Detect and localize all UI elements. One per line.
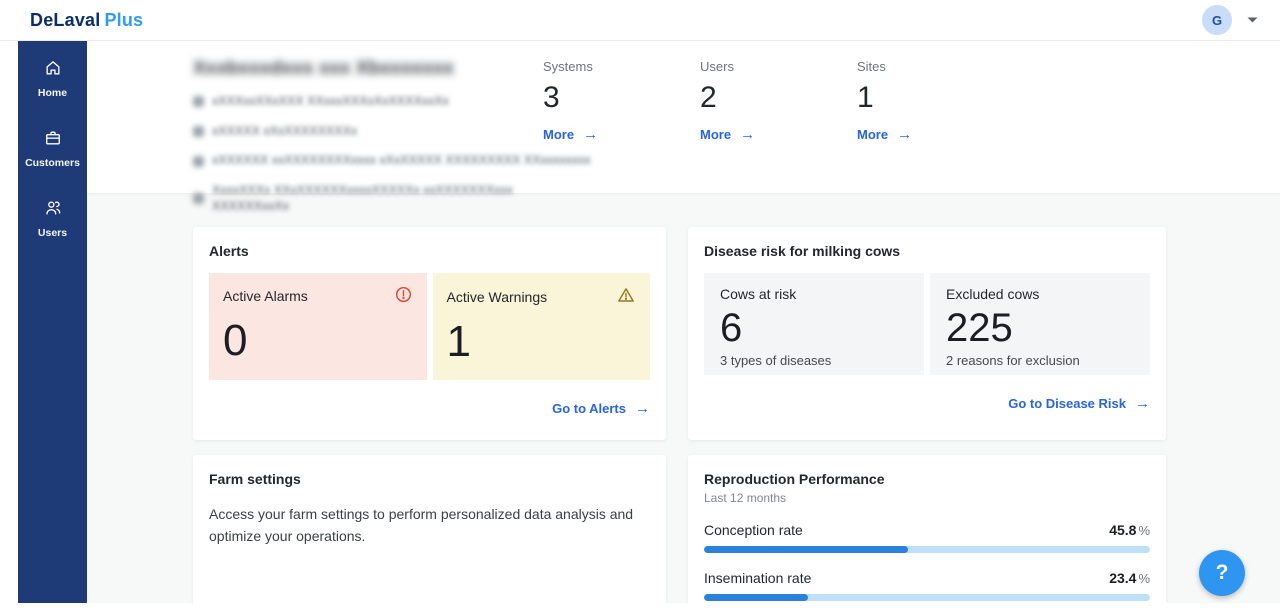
stat-sites: Sites 1 More →: [857, 59, 1014, 193]
cows-at-risk-count: 6: [720, 306, 743, 350]
arrow-right-icon: →: [740, 126, 756, 143]
reproduction-subtitle: Last 12 months: [704, 491, 787, 505]
sidebar-item-label: Users: [37, 227, 68, 239]
active-warnings-count: 1: [446, 317, 471, 366]
chevron-down-icon[interactable]: [1247, 17, 1258, 23]
detail-icon-blurred: [193, 125, 204, 137]
dashboard-cards: Alerts Active Alarms: [193, 227, 1166, 603]
reproduction-performance-card: Reproduction Performance Last 12 months …: [688, 455, 1166, 603]
sidebar-item-home[interactable]: Home: [18, 54, 87, 103]
sidebar-item-label: Home: [37, 87, 68, 99]
warning-triangle-icon: [616, 285, 636, 308]
customer-stats: Systems 3 More → Users 2 More →: [543, 56, 1014, 193]
home-icon: [43, 58, 63, 83]
sidebar-item-users[interactable]: Users: [18, 194, 87, 243]
conception-rate-metric: Conception rate 45.8%: [704, 522, 1150, 553]
arrow-right-icon: →: [583, 126, 599, 143]
reproduction-title: Reproduction Performance: [704, 471, 885, 487]
cows-at-risk-sub: 3 types of diseases: [720, 353, 832, 368]
alerts-card: Alerts Active Alarms: [193, 227, 666, 440]
farm-settings-title: Farm settings: [209, 471, 301, 487]
sidebar-item-customers[interactable]: Customers: [18, 124, 87, 173]
users-count: 2: [700, 81, 717, 114]
systems-count: 3: [543, 81, 560, 114]
sites-count: 1: [857, 81, 874, 114]
main-content: Xxxbxxxdxxs xxx Xbxxxxxxx xXXXxxXXxXXX X…: [87, 41, 1280, 603]
help-button[interactable]: ?: [1199, 550, 1245, 596]
detail-icon-blurred: [193, 193, 204, 204]
sites-more-link[interactable]: More →: [857, 126, 913, 143]
alarm-circle-icon: [394, 285, 413, 307]
alerts-card-title: Alerts: [209, 243, 249, 259]
insemination-rate-bar-track: [704, 594, 1150, 601]
disease-risk-card: Disease risk for milking cows Cows at ri…: [688, 227, 1166, 440]
insemination-rate-bar-fill: [704, 594, 809, 601]
insemination-rate-metric: Insemination rate 23.4%: [704, 570, 1150, 601]
go-to-disease-risk-link[interactable]: Go to Disease Risk →: [1008, 395, 1150, 412]
conception-rate-value: 45.8%: [1109, 522, 1150, 538]
farm-settings-card[interactable]: Farm settings Access your farm settings …: [193, 455, 666, 603]
sidebar-item-label: Customers: [25, 157, 80, 169]
arrow-right-icon: →: [897, 126, 913, 143]
disease-risk-card-title: Disease risk for milking cows: [704, 243, 901, 259]
customer-detail-row: xXXXXXX xxXXXXXXXXxxxx xXxXXXXX XXXXXXXX…: [193, 153, 591, 169]
avatar[interactable]: G: [1202, 5, 1232, 35]
logo-primary-text: DeLaval: [30, 9, 101, 30]
logo-secondary-text: Plus: [104, 9, 144, 30]
stat-users: Users 2 More →: [700, 59, 857, 193]
customer-detail-row: XxxxXXXx XXxXXXXXXxxxxXXXXXx xxXXXXXXXxx…: [193, 183, 543, 214]
sidebar: Home Customers Users: [18, 41, 87, 603]
active-warnings-label: Active Warnings: [446, 288, 548, 305]
briefcase-icon: [43, 128, 63, 153]
customer-detail-row: xXXXXX xXxXXXXXXXXx: [193, 124, 543, 140]
active-alarms-tile[interactable]: Active Alarms 0: [209, 273, 427, 380]
excluded-cows-tile[interactable]: Excluded cows 225 2 reasons for exclusio…: [930, 273, 1150, 375]
customer-name-redacted: Xxxbxxxdxxs xxx Xbxxxxxxx: [193, 58, 454, 79]
account-menu[interactable]: G: [1202, 5, 1258, 35]
conception-rate-bar-fill: [704, 546, 909, 553]
customer-detail-row: xXXXxxXXxXXX XXxxxXXXxXxXXXXxxXx: [193, 94, 543, 110]
conception-rate-bar-track: [704, 546, 1150, 553]
app-frame: Home Customers Users: [18, 41, 1280, 603]
delaval-plus-logo[interactable]: DeLaval Plus: [30, 10, 143, 31]
users-icon: [43, 198, 63, 223]
active-alarms-label: Active Alarms: [223, 288, 308, 304]
go-to-alerts-link[interactable]: Go to Alerts →: [552, 400, 650, 417]
conception-rate-label: Conception rate: [704, 522, 803, 538]
customer-info-redacted: Xxxbxxxdxxs xxx Xbxxxxxxx xXXXxxXXxXXX X…: [193, 56, 591, 213]
farm-settings-description: Access your farm settings to perform per…: [209, 506, 634, 545]
cows-at-risk-label: Cows at risk: [720, 286, 797, 302]
insemination-rate-value: 23.4%: [1109, 570, 1150, 586]
active-alarms-count: 0: [223, 316, 248, 365]
arrow-right-icon: →: [1135, 395, 1150, 412]
alert-tiles: Active Alarms 0: [209, 273, 650, 380]
detail-icon-blurred: [193, 96, 204, 108]
users-more-link[interactable]: More →: [700, 126, 756, 143]
top-bar: DeLaval Plus G: [0, 0, 1280, 41]
insemination-rate-label: Insemination rate: [704, 570, 812, 586]
excluded-cows-label: Excluded cows: [946, 286, 1040, 302]
stat-systems: Systems 3 More →: [543, 59, 700, 193]
arrow-right-icon: →: [635, 400, 650, 417]
disease-tiles: Cows at risk 6 3 types of diseases Exclu…: [704, 273, 1150, 375]
active-warnings-tile[interactable]: Active Warnings 1: [432, 273, 650, 380]
cows-at-risk-tile[interactable]: Cows at risk 6 3 types of diseases: [704, 273, 924, 375]
excluded-cows-sub: 2 reasons for exclusion: [946, 353, 1080, 368]
excluded-cows-count: 225: [946, 306, 1013, 350]
detail-icon-blurred: [193, 155, 204, 167]
systems-more-link[interactable]: More →: [543, 126, 599, 143]
customer-summary-band: Xxxbxxxdxxs xxx Xbxxxxxxx xXXXxxXXxXXX X…: [87, 41, 1280, 213]
